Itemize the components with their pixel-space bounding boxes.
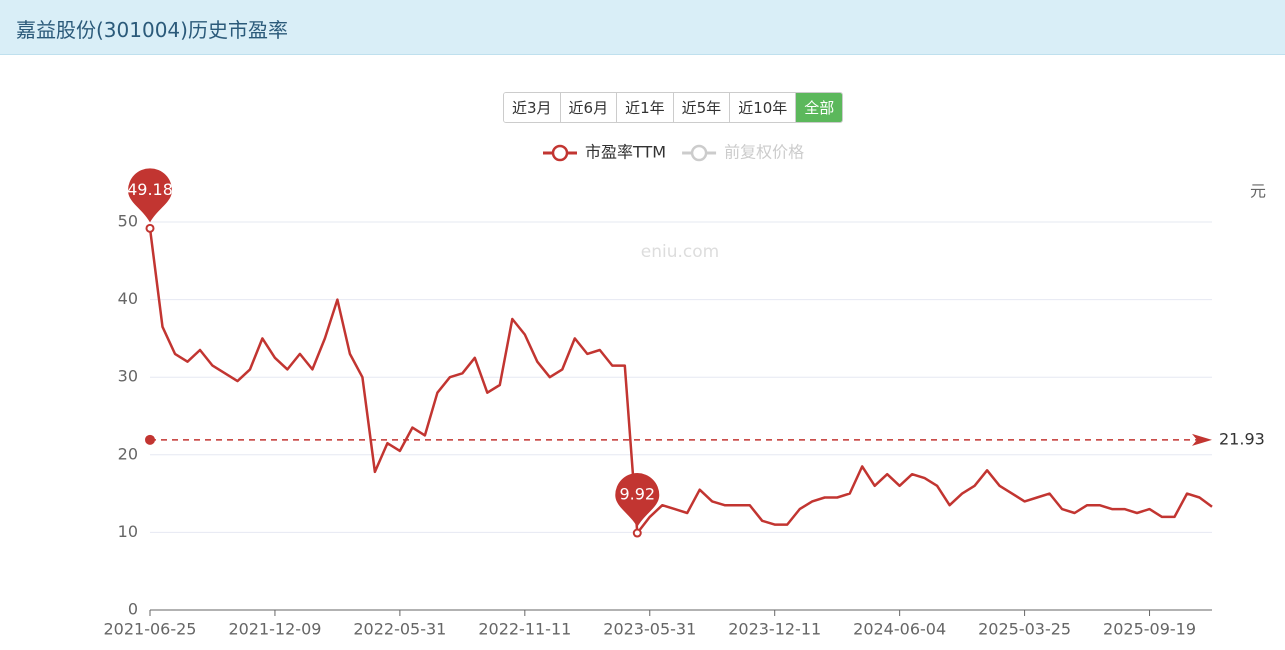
x-tick-label: 2021-12-09 xyxy=(228,620,321,639)
y2-axis-label: 元 xyxy=(1250,182,1266,201)
legend-marker xyxy=(551,144,569,162)
y-tick-label: 10 xyxy=(118,522,138,541)
average-label: 21.93 xyxy=(1219,429,1265,448)
range-button[interactable]: 近6月 xyxy=(560,93,618,122)
average-arrow xyxy=(1192,433,1212,446)
range-button[interactable]: 近3月 xyxy=(504,93,561,122)
range-button[interactable]: 近5年 xyxy=(673,93,731,122)
mark-dot xyxy=(145,223,155,233)
mark-label: 9.92 xyxy=(619,485,655,504)
legend-marker xyxy=(690,144,708,162)
x-tick-label: 2022-11-11 xyxy=(478,620,571,639)
mark-dot xyxy=(632,528,642,538)
header: 嘉益股份(301004)历史市盈率 xyxy=(0,0,1285,55)
x-tick-label: 2022-05-31 xyxy=(353,620,446,639)
x-tick-label: 2023-12-11 xyxy=(728,620,821,639)
mark-label: 49.18 xyxy=(127,180,173,199)
y-tick-label: 0 xyxy=(128,600,138,619)
x-tick-label: 2023-05-31 xyxy=(603,620,696,639)
pe-line xyxy=(148,228,1213,535)
legend-label[interactable]: 市盈率TTM xyxy=(585,143,666,162)
mark-pin xyxy=(615,473,660,528)
mark-pin xyxy=(128,168,172,223)
x-tick-label: 2021-06-25 xyxy=(104,620,197,639)
page-title: 嘉益股份(301004)历史市盈率 xyxy=(16,18,288,42)
x-tick-label: 2025-03-25 xyxy=(978,620,1071,639)
average-start xyxy=(145,434,155,445)
y-tick-label: 20 xyxy=(118,444,138,463)
watermark: eniu.com xyxy=(641,242,719,262)
y-tick-label: 40 xyxy=(118,289,138,308)
x-tick-label: 2025-09-19 xyxy=(1103,620,1196,639)
x-tick-label: 2024-06-04 xyxy=(853,620,946,639)
range-buttons: 近3月 近6月 近1年 近5年 近10年 全部 xyxy=(503,92,844,123)
range-button[interactable]: 全部 xyxy=(796,93,843,122)
y-tick-label: 50 xyxy=(118,212,138,231)
y-tick-label: 30 xyxy=(118,367,138,386)
range-button[interactable]: 近10年 xyxy=(730,93,797,122)
range-button[interactable]: 近1年 xyxy=(617,93,674,122)
legend-label[interactable]: 前复权价格 xyxy=(724,143,804,162)
